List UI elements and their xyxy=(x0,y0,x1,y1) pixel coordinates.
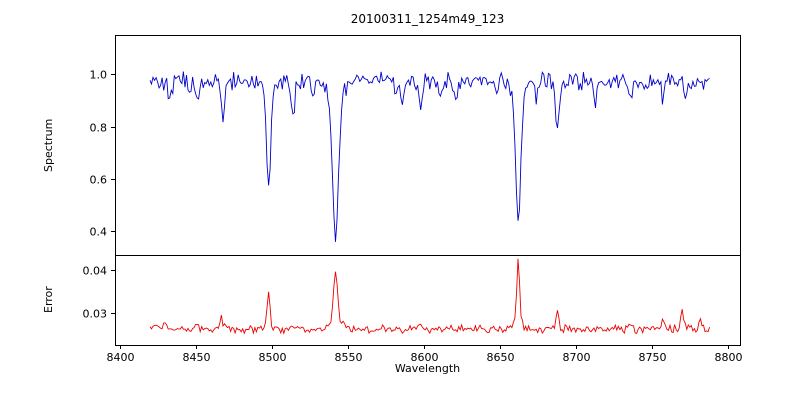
x-tick-label: 8450 xyxy=(183,351,211,364)
x-tick-label: 8600 xyxy=(411,351,439,364)
error-panel-border xyxy=(115,255,741,346)
x-tick-label: 8650 xyxy=(487,351,515,364)
spectrum-y-tick-label: 0.8 xyxy=(90,122,108,135)
spectrum-panel-border xyxy=(115,35,741,256)
x-tick-label: 8400 xyxy=(107,351,135,364)
spectrum-y-tick-label: 1.0 xyxy=(90,69,108,82)
x-tick-label: 8750 xyxy=(639,351,667,364)
error-y-tick-label: 0.03 xyxy=(83,308,108,321)
chart-title: 20100311_1254m49_123 xyxy=(350,12,505,26)
x-tick-label: 8700 xyxy=(563,351,591,364)
x-tick-label: 8500 xyxy=(259,351,287,364)
spectrum-y-tick-label: 0.6 xyxy=(90,174,108,187)
error-y-tick-label: 0.04 xyxy=(83,265,108,278)
error-line xyxy=(149,258,711,335)
x-tick-label: 8550 xyxy=(335,351,363,364)
x-tick-label: 8800 xyxy=(715,351,743,364)
spectrum-line xyxy=(149,71,710,242)
spectrum-y-tick-label: 0.4 xyxy=(90,226,108,239)
x-axis-label: Wavelength xyxy=(394,362,461,375)
